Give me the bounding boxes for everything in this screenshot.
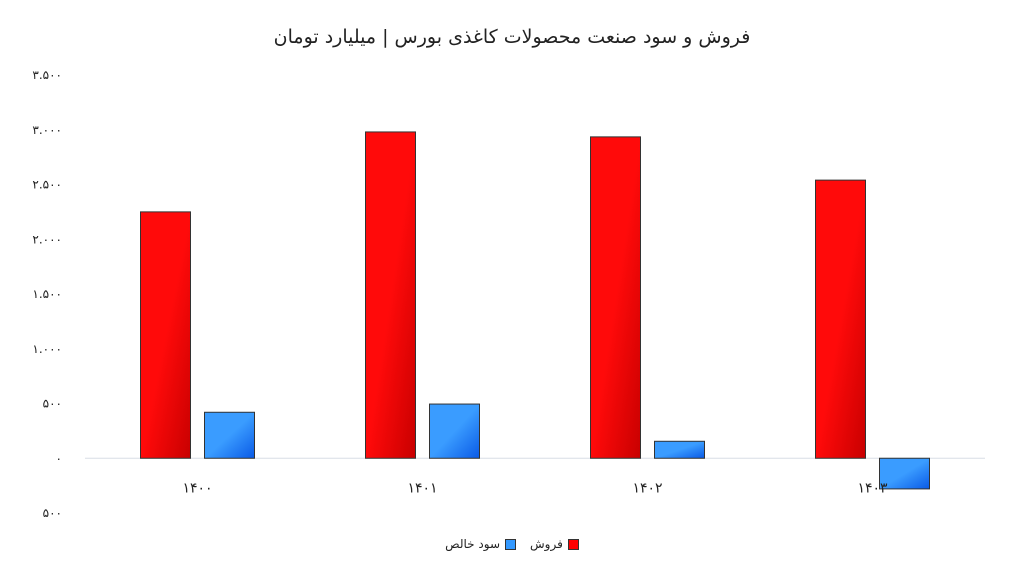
legend-label-profit: سود خالص — [445, 537, 501, 551]
y-tick-label: ۱.۵۰۰ — [32, 287, 62, 301]
bar-profit-3 — [879, 457, 930, 490]
x-tick-label: ۱۴۰۳ — [857, 480, 888, 496]
bar-profit-1 — [429, 403, 480, 459]
y-tick-label: ۲.۵۰۰ — [32, 178, 62, 192]
bar-sales-1 — [365, 131, 416, 459]
bar-profit-2 — [654, 440, 705, 459]
y-tick-label: ۰ — [56, 451, 62, 465]
legend-item-profit[interactable]: سود خالص — [445, 537, 517, 551]
legend-item-sales[interactable]: فروش — [530, 537, 579, 551]
x-tick-label: ۱۴۰۲ — [632, 480, 662, 496]
legend-swatch-profit — [505, 538, 517, 550]
y-tick-label: ۵۰۰ — [43, 506, 62, 520]
x-tick-label: ۱۴۰۱ — [407, 480, 437, 496]
chart-title: فروش و سود صنعت محصولات کاغذی بورس | میل… — [273, 26, 751, 48]
y-tick-label: ۵۰۰ — [43, 397, 62, 411]
legend-swatch-sales — [567, 538, 579, 550]
y-tick-label: ۱.۰۰۰ — [32, 342, 62, 356]
legend: فروش سود خالص — [0, 537, 1024, 551]
y-tick-label: ۳.۵۰۰ — [32, 68, 62, 82]
bar-profit-0 — [204, 411, 255, 459]
bar-sales-3 — [815, 179, 866, 459]
legend-label-sales: فروش — [530, 537, 563, 551]
bar-sales-2 — [590, 136, 641, 459]
bar-sales-0 — [140, 211, 191, 459]
y-tick-label: ۲.۰۰۰ — [32, 232, 62, 246]
y-tick-label: ۳.۰۰۰ — [32, 123, 62, 137]
x-tick-label: ۱۴۰۰ — [182, 480, 212, 496]
